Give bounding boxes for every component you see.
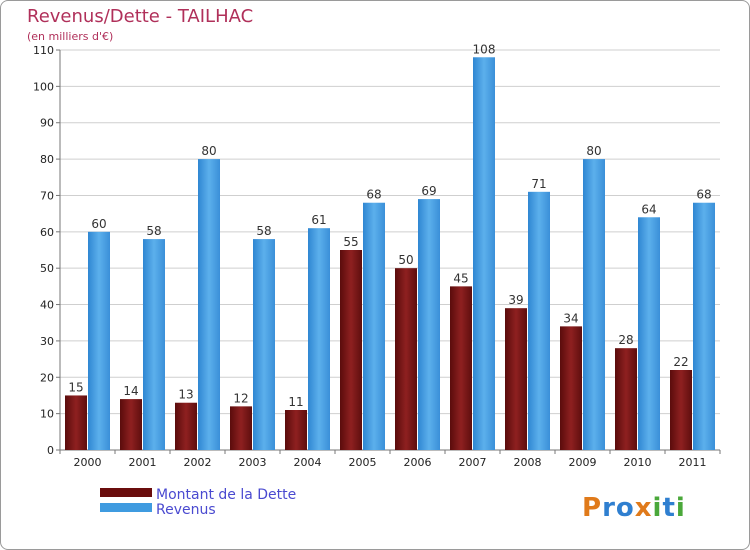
x-tick-label: 2002 [184,456,212,469]
y-tick-label: 110 [33,44,54,57]
bar-debt [395,268,417,450]
data-label: 68 [366,188,381,202]
bar-revenus [693,202,715,450]
x-tick-label: 2001 [129,456,157,469]
data-label: 34 [563,311,578,325]
data-label: 60 [91,217,106,231]
data-label: 80 [586,144,601,158]
bar-revenus [88,231,110,450]
bar-revenus [363,202,385,450]
brand-letter: t [662,493,675,523]
bar-debt [450,286,472,450]
y-tick-label: 70 [40,189,54,202]
data-label: 45 [453,271,468,285]
data-label: 61 [311,213,326,227]
bar-revenus [473,57,495,450]
data-label: 11 [288,395,303,409]
x-tick-label: 2000 [74,456,102,469]
data-label: 108 [473,42,496,56]
data-label: 13 [178,388,193,402]
axis-ticks: 0 10 20 30 40 50 60 70 80 90 100 110 2000 2001 2002 200… [33,44,707,469]
x-tick-label: 2007 [459,456,487,469]
legend-label-debt: Montant de la Dette [156,487,296,503]
bar-revenus [143,239,165,450]
brand-letter: r [602,493,616,523]
y-tick-label: 90 [40,117,54,130]
data-label: 58 [256,224,271,238]
y-tick-label: 40 [40,299,54,312]
bar-revenus [528,191,550,450]
y-tick-label: 60 [40,226,54,239]
bar-debt [230,406,252,450]
data-label: 15 [68,380,83,394]
legend-label-revenus: Revenus [156,502,216,518]
data-label: 39 [508,293,523,307]
grid [60,49,720,415]
bar-revenus [583,159,605,450]
bar-debt [285,410,307,450]
brand-letter: i [676,493,686,523]
bar-revenus [308,228,330,450]
brand-letter: o [616,493,635,523]
y-tick-label: 10 [40,408,54,421]
y-tick-label: 20 [40,371,54,384]
bars [65,57,715,450]
bar-debt [175,402,197,450]
x-tick-label: 2009 [569,456,597,469]
data-label: 64 [641,202,656,216]
y-tick-label: 0 [47,444,54,457]
data-label: 69 [421,184,436,198]
data-label: 71 [531,177,546,191]
x-tick-label: 2004 [294,456,322,469]
data-label: 12 [233,391,248,405]
bar-debt [120,399,142,450]
bar-revenus [418,199,440,450]
legend-swatch-revenus [100,503,152,512]
x-tick-label: 2006 [404,456,432,469]
y-tick-label: 50 [40,262,54,275]
chart-title: Revenus/Dette - TAILHAC [27,6,253,27]
bar-revenus [253,239,275,450]
data-label: 55 [343,235,358,249]
data-label: 68 [696,188,711,202]
data-label: 50 [398,253,413,267]
x-tick-label: 2011 [679,456,707,469]
legend-swatch-debt [100,488,152,497]
bar-debt [670,370,692,450]
y-tick-label: 30 [40,335,54,348]
value-labels: 15 60 14 58 13 80 12 58 11 61 55 68 50 69 45 108 39 71 34 8… [68,42,711,409]
y-tick-label: 80 [40,153,54,166]
brand-letter: x [635,493,653,523]
brand-letter: i [653,493,663,523]
data-label: 14 [123,384,138,398]
x-tick-label: 2003 [239,456,267,469]
bar-debt [505,308,527,450]
y-tick-label: 100 [33,80,54,93]
x-tick-label: 2008 [514,456,542,469]
data-label: 58 [146,224,161,238]
bar-revenus [198,159,220,450]
bar-debt [560,326,582,450]
x-tick-label: 2010 [624,456,652,469]
bar-debt [615,348,637,450]
chart-subtitle: (en milliers d'€) [27,30,113,43]
bar-debt [340,250,362,450]
axes [56,49,721,454]
x-tick-label: 2005 [349,456,377,469]
data-label: 80 [201,144,216,158]
bar-debt [65,395,87,450]
legend: Montant de la Dette Revenus [100,487,296,518]
brand-logo: Proxiti [582,493,686,523]
data-label: 22 [673,355,688,369]
bar-revenus [638,217,660,450]
brand-letter: P [582,493,602,523]
data-label: 28 [618,333,633,347]
